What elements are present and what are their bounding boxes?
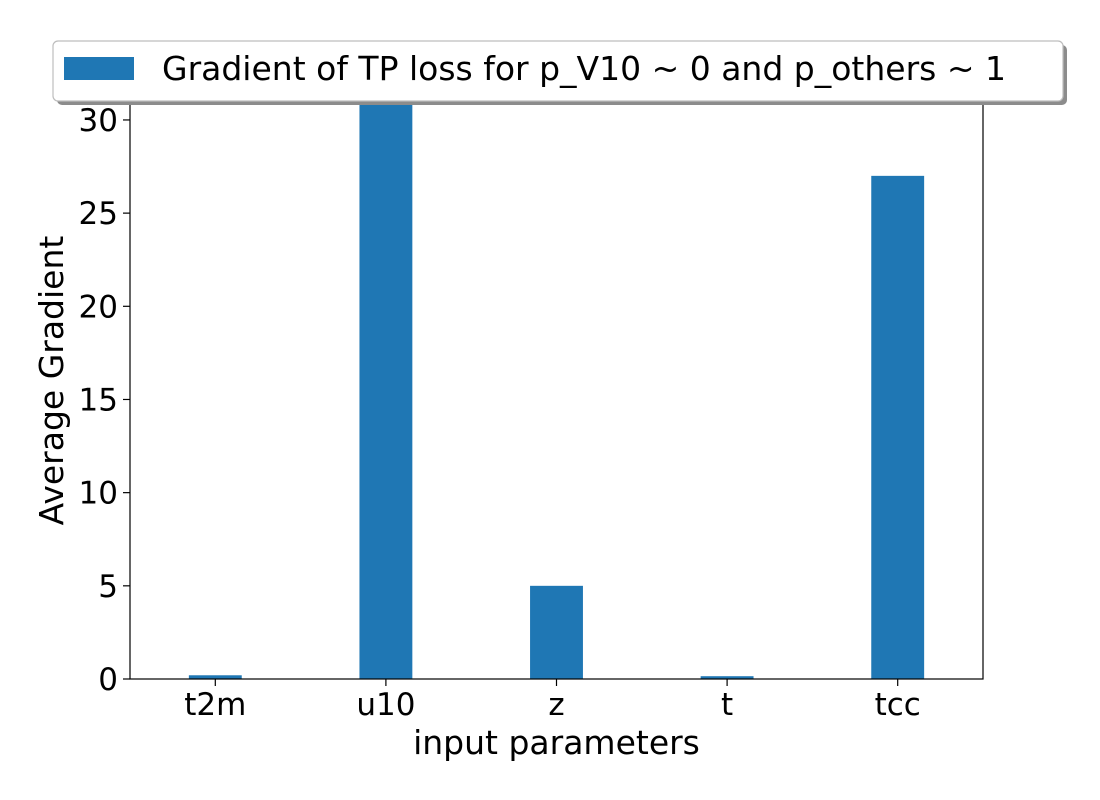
y-tick-label-15: 15 xyxy=(79,382,118,418)
bar-tcc xyxy=(871,175,925,679)
y-tick-label-5: 5 xyxy=(98,569,118,605)
legend: Gradient of TP loss for p_V10 ~ 0 and p_… xyxy=(52,40,1067,105)
bar-t xyxy=(700,676,754,679)
legend-box xyxy=(52,40,1064,102)
legend-swatch xyxy=(64,57,134,80)
x-tick-label-u10: u10 xyxy=(356,687,415,723)
y-tick-label-20: 20 xyxy=(79,289,118,325)
x-axis: t2m u10 z t tcc xyxy=(184,679,921,723)
y-tick-label-25: 25 xyxy=(79,196,118,232)
legend-label: Gradient of TP loss for p_V10 ~ 0 and p_… xyxy=(162,49,1006,88)
y-tick-label-10: 10 xyxy=(79,476,118,512)
x-tick-label-tcc: tcc xyxy=(875,687,921,723)
bar-z xyxy=(530,585,583,679)
bars-layer xyxy=(188,101,925,680)
y-axis-label: Average Gradient xyxy=(32,236,71,526)
y-axis: 0 5 10 15 20 25 30 xyxy=(79,103,130,698)
x-axis-label: input parameters xyxy=(413,723,700,762)
bar-t2m xyxy=(188,675,242,679)
y-tick-label-30: 30 xyxy=(79,103,118,139)
bar-u10 xyxy=(359,101,413,680)
x-tick-label-t: t xyxy=(721,687,733,723)
y-tick-label-0: 0 xyxy=(98,662,118,698)
x-tick-label-z: z xyxy=(548,687,564,723)
x-tick-label-t2m: t2m xyxy=(184,687,246,723)
